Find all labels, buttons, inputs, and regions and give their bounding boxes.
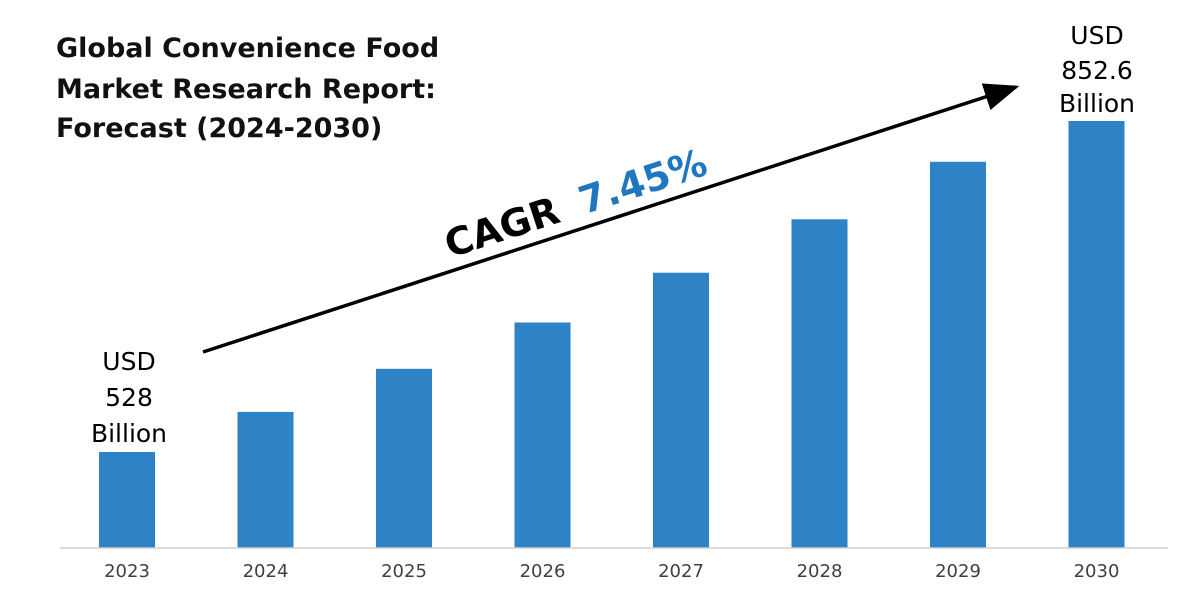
start-annotation-line-1: USD	[102, 347, 155, 376]
x-tick-2027: 2027	[658, 561, 704, 582]
chart-title-line-3: Forecast (2024-2030)	[56, 113, 382, 144]
cagr-value: 7.45%	[573, 140, 712, 223]
x-tick-2023: 2023	[104, 561, 150, 582]
x-tick-2024: 2024	[243, 561, 289, 582]
x-tick-labels: 2023 2024 2025 2026 2027 2028 2029 2030	[104, 561, 1119, 582]
start-value-annotation: USD 528 Billion	[91, 347, 167, 448]
start-annotation-line-2: 528	[105, 383, 153, 412]
bar-2024	[237, 411, 294, 548]
bar-2030	[1068, 121, 1125, 548]
end-annotation-line-1: USD	[1070, 21, 1123, 50]
cagr-annotation: CAGR 7.45%	[439, 140, 712, 266]
bar-2026	[514, 322, 571, 548]
chart-title-line-1: Global Convenience Food	[56, 33, 439, 64]
bar-2028	[791, 219, 848, 549]
bar-2025	[376, 368, 432, 548]
bar-2023	[99, 452, 155, 548]
end-annotation-line-3: Billion	[1059, 89, 1135, 118]
x-tick-2029: 2029	[935, 561, 981, 582]
chart-title: Global Convenience Food Market Research …	[56, 33, 439, 144]
end-annotation-line-2: 852.6	[1061, 56, 1133, 85]
growth-arrow	[202, 83, 1020, 354]
x-tick-2030: 2030	[1074, 561, 1120, 582]
x-tick-2025: 2025	[381, 561, 427, 582]
x-tick-2028: 2028	[797, 561, 843, 582]
start-annotation-line-3: Billion	[91, 419, 167, 448]
bar-2027	[653, 272, 709, 548]
bar-2029	[930, 161, 986, 549]
end-value-annotation: USD 852.6 Billion	[1059, 21, 1135, 118]
chart-title-line-2: Market Research Report:	[56, 74, 436, 105]
x-tick-2026: 2026	[520, 561, 566, 582]
bars-group	[99, 121, 1125, 549]
